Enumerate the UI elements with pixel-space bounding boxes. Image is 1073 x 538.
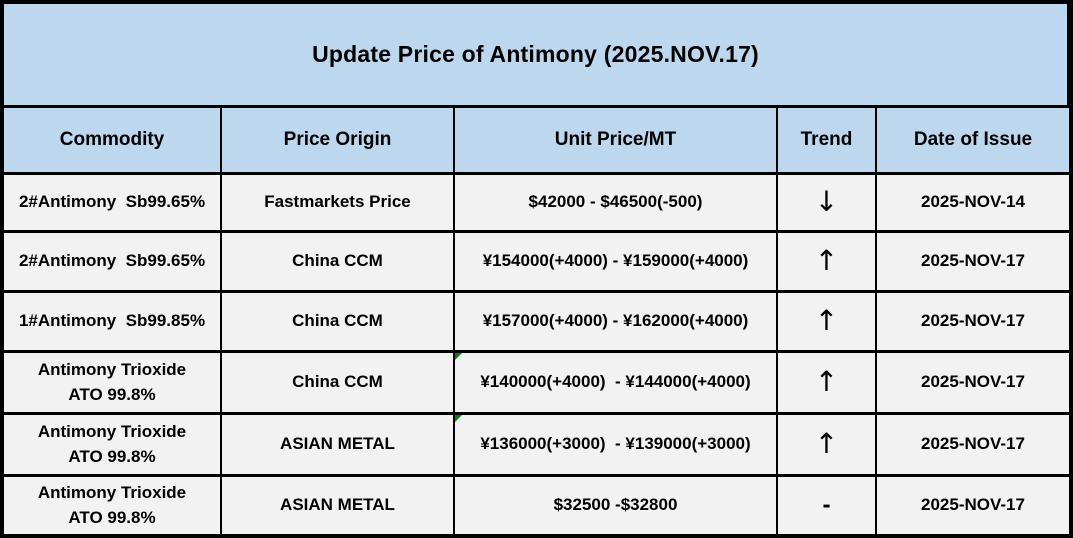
comment-indicator-icon xyxy=(455,415,462,422)
date-of-issue-cell: 2025-NOV-17 xyxy=(877,233,1069,293)
commodity-cell: 2#Antimony Sb99.65% xyxy=(4,233,222,293)
table-title: Update Price of Antimony (2025.NOV.17) xyxy=(4,4,1069,108)
date-of-issue-cell: 2025-NOV-14 xyxy=(877,175,1069,233)
trend-flat-dash: - xyxy=(822,493,831,517)
unit-price-cell: $42000 - $46500(-500) xyxy=(455,175,778,233)
trend-up-arrow-icon: ↑ xyxy=(814,304,839,338)
price-origin-cell: China CCM xyxy=(222,293,455,353)
price-origin-cell: ASIAN METAL xyxy=(222,477,455,534)
trend-up-arrow-icon: ↑ xyxy=(814,244,839,278)
column-header-commodity: Commodity xyxy=(4,108,222,175)
commodity-cell: 2#Antimony Sb99.65% xyxy=(4,175,222,233)
commodity-cell: 1#Antimony Sb99.85% xyxy=(4,293,222,353)
commodity-cell: Antimony Trioxide ATO 99.8% xyxy=(4,477,222,534)
column-header-price-origin: Price Origin xyxy=(222,108,455,175)
trend-cell: ↓ xyxy=(778,175,877,233)
trend-up-arrow-icon: ↑ xyxy=(814,365,839,399)
trend-down-arrow-icon: ↓ xyxy=(814,185,839,219)
price-origin-cell: Fastmarkets Price xyxy=(222,175,455,233)
column-header-date-of-issue: Date of Issue xyxy=(877,108,1069,175)
date-of-issue-cell: 2025-NOV-17 xyxy=(877,293,1069,353)
date-of-issue-cell: 2025-NOV-17 xyxy=(921,495,1025,515)
trend-cell: ↑ xyxy=(778,353,877,415)
trend-cell: ↑ xyxy=(778,293,877,353)
price-origin-cell: China CCM xyxy=(222,353,455,415)
column-header-trend: Trend xyxy=(778,108,877,175)
unit-price-cell: ¥154000(+4000) - ¥159000(+4000) xyxy=(455,233,778,293)
table-title-text: Update Price of Antimony (2025.NOV.17) xyxy=(312,40,759,67)
commodity-cell: Antimony Trioxide ATO 99.8% xyxy=(4,415,222,477)
trend-cell: - xyxy=(778,477,877,534)
trend-cell: ↑ xyxy=(778,233,877,293)
comment-indicator-icon xyxy=(455,353,462,360)
unit-price-cell: ¥157000(+4000) - ¥162000(+4000) xyxy=(455,293,778,353)
trend-cell: ↑ xyxy=(778,415,877,477)
unit-price-cell: ¥140000(+4000) - ¥144000(+4000) xyxy=(455,353,778,415)
trend-up-arrow-icon: ↑ xyxy=(814,427,839,461)
date-of-issue-cell: 2025-NOV-17 xyxy=(877,353,1069,415)
date-of-issue-cell: 2025-NOV-17 xyxy=(877,415,1069,477)
commodity-cell: Antimony Trioxide ATO 99.8% xyxy=(4,353,222,415)
unit-price-cell: $32500 -$32800 xyxy=(455,477,778,534)
unit-price-cell: ¥136000(+3000) - ¥139000(+3000) xyxy=(455,415,778,477)
price-origin-cell: China CCM xyxy=(222,233,455,293)
price-origin-cell: ASIAN METAL xyxy=(222,415,455,477)
column-header-unit-price: Unit Price/MT xyxy=(455,108,778,175)
